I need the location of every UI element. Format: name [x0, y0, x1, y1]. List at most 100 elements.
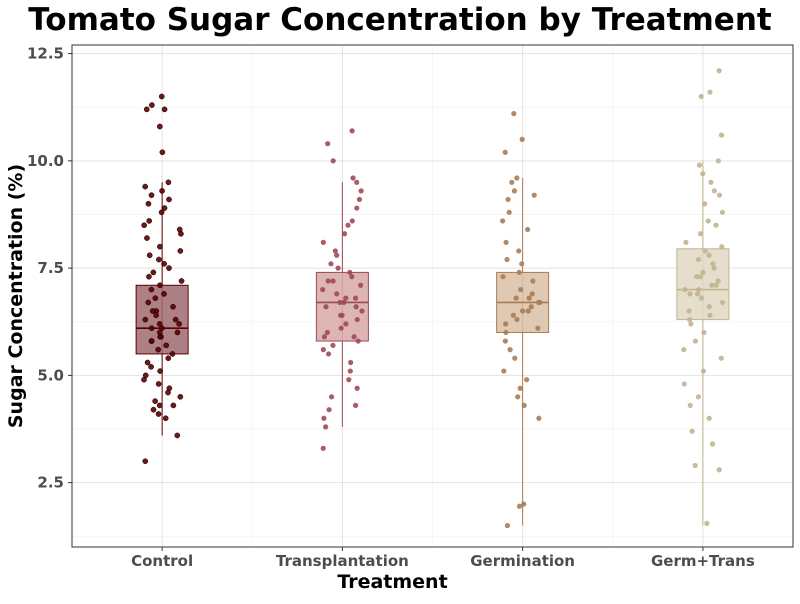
data-point [521, 402, 527, 409]
data-point [143, 106, 150, 113]
data-point [701, 329, 707, 336]
data-point [521, 501, 527, 507]
data-point [531, 192, 537, 198]
data-point [704, 520, 710, 527]
data-point [337, 299, 343, 306]
data-point [535, 299, 542, 306]
data-point [330, 342, 336, 348]
data-point [681, 347, 687, 353]
data-point [146, 273, 152, 280]
data-point [513, 295, 519, 301]
data-point [354, 179, 360, 185]
data-point [711, 265, 717, 271]
data-point [503, 321, 509, 327]
data-point [149, 308, 156, 314]
data-point [514, 175, 520, 181]
data-point [343, 321, 349, 327]
chart-title: Tomato Sugar Concentration by Treatment [28, 2, 772, 38]
data-point [692, 338, 699, 344]
data-point [683, 239, 689, 245]
data-point [148, 192, 155, 199]
data-point [500, 218, 506, 224]
data-point [150, 269, 157, 276]
data-point [503, 329, 509, 336]
data-point [517, 385, 523, 391]
data-point [172, 316, 179, 323]
data-point [170, 303, 176, 310]
box [676, 248, 730, 321]
data-point [718, 132, 725, 138]
data-point [525, 308, 531, 314]
x-tick-label: Transplantation [276, 552, 409, 570]
data-point [506, 209, 512, 215]
data-point [146, 218, 153, 224]
data-point [155, 381, 162, 387]
data-point [515, 394, 521, 400]
data-point [332, 248, 338, 254]
data-point [509, 179, 515, 185]
data-point [358, 282, 364, 288]
data-point [157, 123, 163, 130]
data-point [169, 351, 176, 357]
data-point [170, 402, 177, 409]
data-point [500, 274, 506, 280]
data-point [343, 295, 349, 301]
data-point [700, 368, 707, 374]
data-point [321, 334, 328, 340]
data-point [696, 162, 703, 168]
data-point [518, 286, 524, 293]
data-point [330, 158, 336, 164]
data-point [526, 295, 532, 301]
data-point [161, 260, 167, 267]
data-point [529, 291, 535, 297]
data-point [148, 286, 155, 293]
data-point [176, 321, 183, 327]
data-point [519, 308, 526, 314]
data-point [698, 295, 705, 301]
data-point [348, 359, 354, 366]
data-point [682, 286, 688, 293]
data-point [352, 402, 359, 409]
data-point [688, 321, 694, 327]
data-point [698, 274, 704, 280]
data-point [156, 321, 163, 327]
data-point [161, 205, 168, 211]
data-point [698, 93, 704, 100]
data-point [146, 252, 153, 259]
data-point [320, 347, 326, 353]
data-point [516, 269, 522, 276]
data-point [177, 393, 184, 400]
data-point [501, 368, 507, 374]
data-point [142, 316, 149, 323]
data-point [174, 329, 181, 336]
plot-border [71, 44, 794, 548]
data-point [148, 363, 154, 370]
data-point [708, 179, 714, 185]
data-point [710, 261, 716, 267]
x-tick-label: Germ+Trans [651, 552, 755, 570]
data-point [689, 428, 695, 434]
data-point [695, 291, 701, 297]
data-point [157, 243, 163, 250]
data-point [156, 329, 163, 336]
data-point [718, 355, 724, 361]
data-point [166, 196, 172, 203]
data-point [328, 261, 334, 267]
data-point [503, 239, 509, 245]
data-point [142, 458, 149, 465]
data-point [516, 248, 522, 254]
x-tick-label: Germination [470, 552, 575, 570]
data-point [715, 158, 721, 164]
data-point [144, 235, 150, 241]
data-point [528, 304, 534, 310]
data-point [706, 304, 712, 310]
data-point [700, 269, 706, 276]
data-point [349, 274, 355, 280]
data-point [536, 415, 542, 421]
data-point [719, 299, 726, 306]
data-point [320, 239, 326, 245]
data-point [355, 338, 361, 344]
y-tick-label: 7.5 [37, 259, 64, 277]
data-point [696, 286, 702, 293]
data-point [709, 282, 715, 288]
